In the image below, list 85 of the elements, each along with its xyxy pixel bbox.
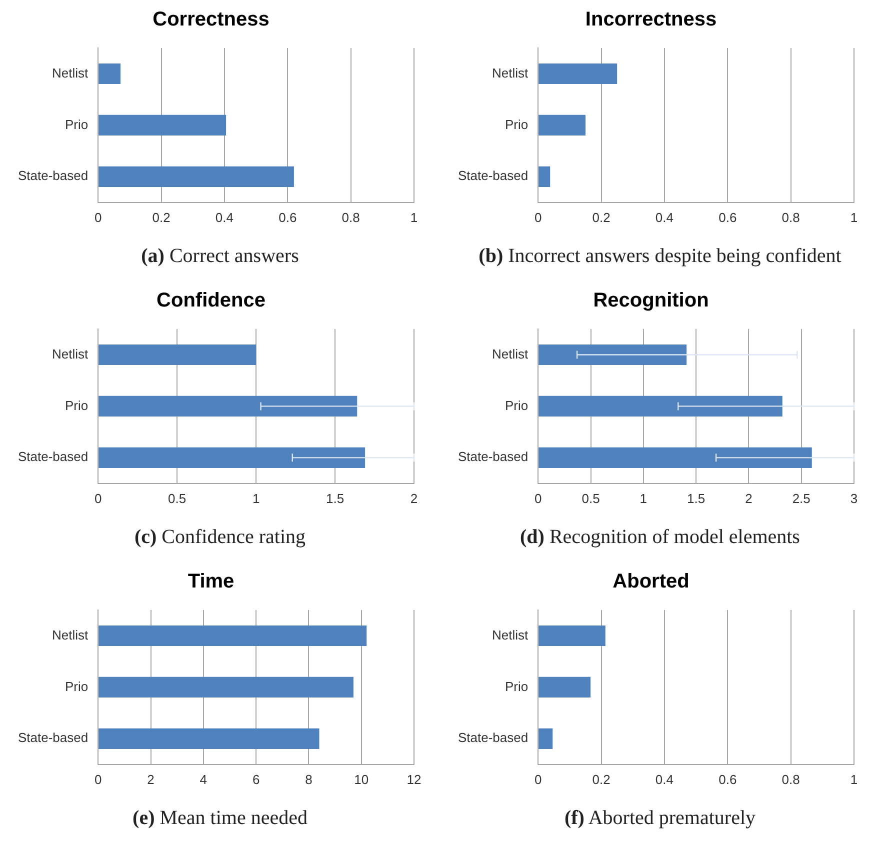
y-tick-label: State-based [458, 730, 528, 746]
y-tick-label: State-based [18, 449, 88, 464]
x-tick-label: 0.6 [718, 210, 737, 225]
x-tick-label: 1 [850, 210, 858, 225]
x-tick-label: 0.8 [782, 210, 800, 225]
x-tick-label: 0 [534, 210, 542, 225]
x-tick-label: 4 [200, 772, 208, 787]
x-tick-label: 0.6 [278, 210, 297, 225]
chart-title: Correctness [152, 8, 270, 31]
chart-title: Time [188, 570, 234, 593]
x-tick-label: 0 [94, 210, 102, 225]
y-tick-label: State-based [458, 168, 528, 184]
x-tick-label: 0.4 [215, 210, 234, 225]
x-tick-label: 0.5 [168, 490, 186, 506]
bar [98, 625, 367, 646]
bar [98, 728, 320, 749]
bar [98, 114, 226, 136]
chart-title: Incorrectness [585, 8, 717, 31]
bar [538, 396, 782, 416]
x-tick-label: 0.2 [592, 210, 610, 225]
chart-title: Aborted [612, 570, 690, 593]
x-tick-label: 0 [94, 490, 102, 506]
bar [98, 396, 358, 416]
bar [538, 625, 606, 646]
y-tick-label: Prio [504, 398, 528, 413]
y-tick-label: Prio [504, 116, 528, 132]
text: (b) Incorrect answers despite being confident [478, 245, 842, 268]
x-tick-label: 1 [410, 210, 418, 225]
y-tick-label: Netlist [492, 346, 528, 362]
bar [538, 114, 586, 136]
y-tick-label: State-based [18, 168, 88, 184]
x-tick-label: 1.5 [326, 490, 344, 506]
y-tick-label: State-based [18, 730, 88, 746]
x-tick-label: 2 [147, 772, 154, 787]
bar [538, 728, 553, 749]
y-tick-label: Prio [64, 678, 88, 694]
text: (f) Aborted prematurely [563, 807, 757, 830]
bar [98, 447, 366, 468]
bar [98, 676, 354, 698]
x-tick-label: 0.8 [342, 210, 360, 225]
y-tick-label: Prio [504, 678, 528, 694]
x-tick-label: 0.2 [592, 772, 610, 787]
x-tick-label: 0.4 [655, 772, 674, 787]
text: (e) Mean time needed [132, 807, 308, 830]
bar [538, 676, 591, 698]
text: (c) Confidence rating [133, 526, 307, 549]
x-tick-label: 2 [410, 490, 418, 506]
bar [538, 344, 687, 366]
x-tick-label: 0.2 [152, 210, 170, 225]
x-tick-label: 6 [252, 772, 260, 787]
chart-title: Confidence [156, 290, 266, 312]
x-tick-label: 10 [354, 772, 369, 787]
bar [538, 447, 812, 468]
x-tick-label: 0.5 [582, 490, 600, 506]
y-tick-label: Netlist [492, 65, 528, 80]
bar [98, 63, 121, 84]
x-tick-label: 1 [640, 490, 648, 506]
y-tick-label: Netlist [52, 65, 88, 80]
x-tick-label: 0 [94, 772, 102, 787]
y-tick-label: State-based [458, 449, 528, 464]
x-tick-label: 2 [745, 490, 752, 506]
y-tick-label: Prio [64, 398, 88, 413]
x-tick-label: 12 [406, 772, 422, 787]
x-tick-label: 1.5 [687, 490, 706, 506]
x-tick-label: 0.6 [718, 772, 737, 787]
bar [98, 166, 294, 187]
y-tick-label: Netlist [52, 627, 88, 642]
x-tick-label: 0.8 [782, 772, 800, 787]
x-tick-label: 0 [534, 772, 542, 787]
bar [538, 63, 618, 84]
x-tick-label: 0.4 [655, 210, 674, 225]
text: (d) Recognition of model elements [519, 526, 801, 549]
x-tick-label: 2.5 [792, 490, 810, 506]
x-tick-label: 0 [534, 490, 542, 506]
bar [98, 344, 256, 366]
x-tick-label: 3 [850, 490, 858, 506]
x-tick-label: 1 [252, 490, 260, 506]
y-tick-label: Netlist [492, 627, 528, 642]
x-tick-label: 8 [305, 772, 312, 787]
y-tick-label: Netlist [52, 346, 88, 362]
chart-title: Recognition [593, 290, 709, 312]
x-tick-label: 1 [850, 772, 858, 787]
y-tick-label: Prio [64, 116, 88, 132]
text: (a) Correct answers [140, 245, 300, 268]
bar [538, 166, 550, 187]
